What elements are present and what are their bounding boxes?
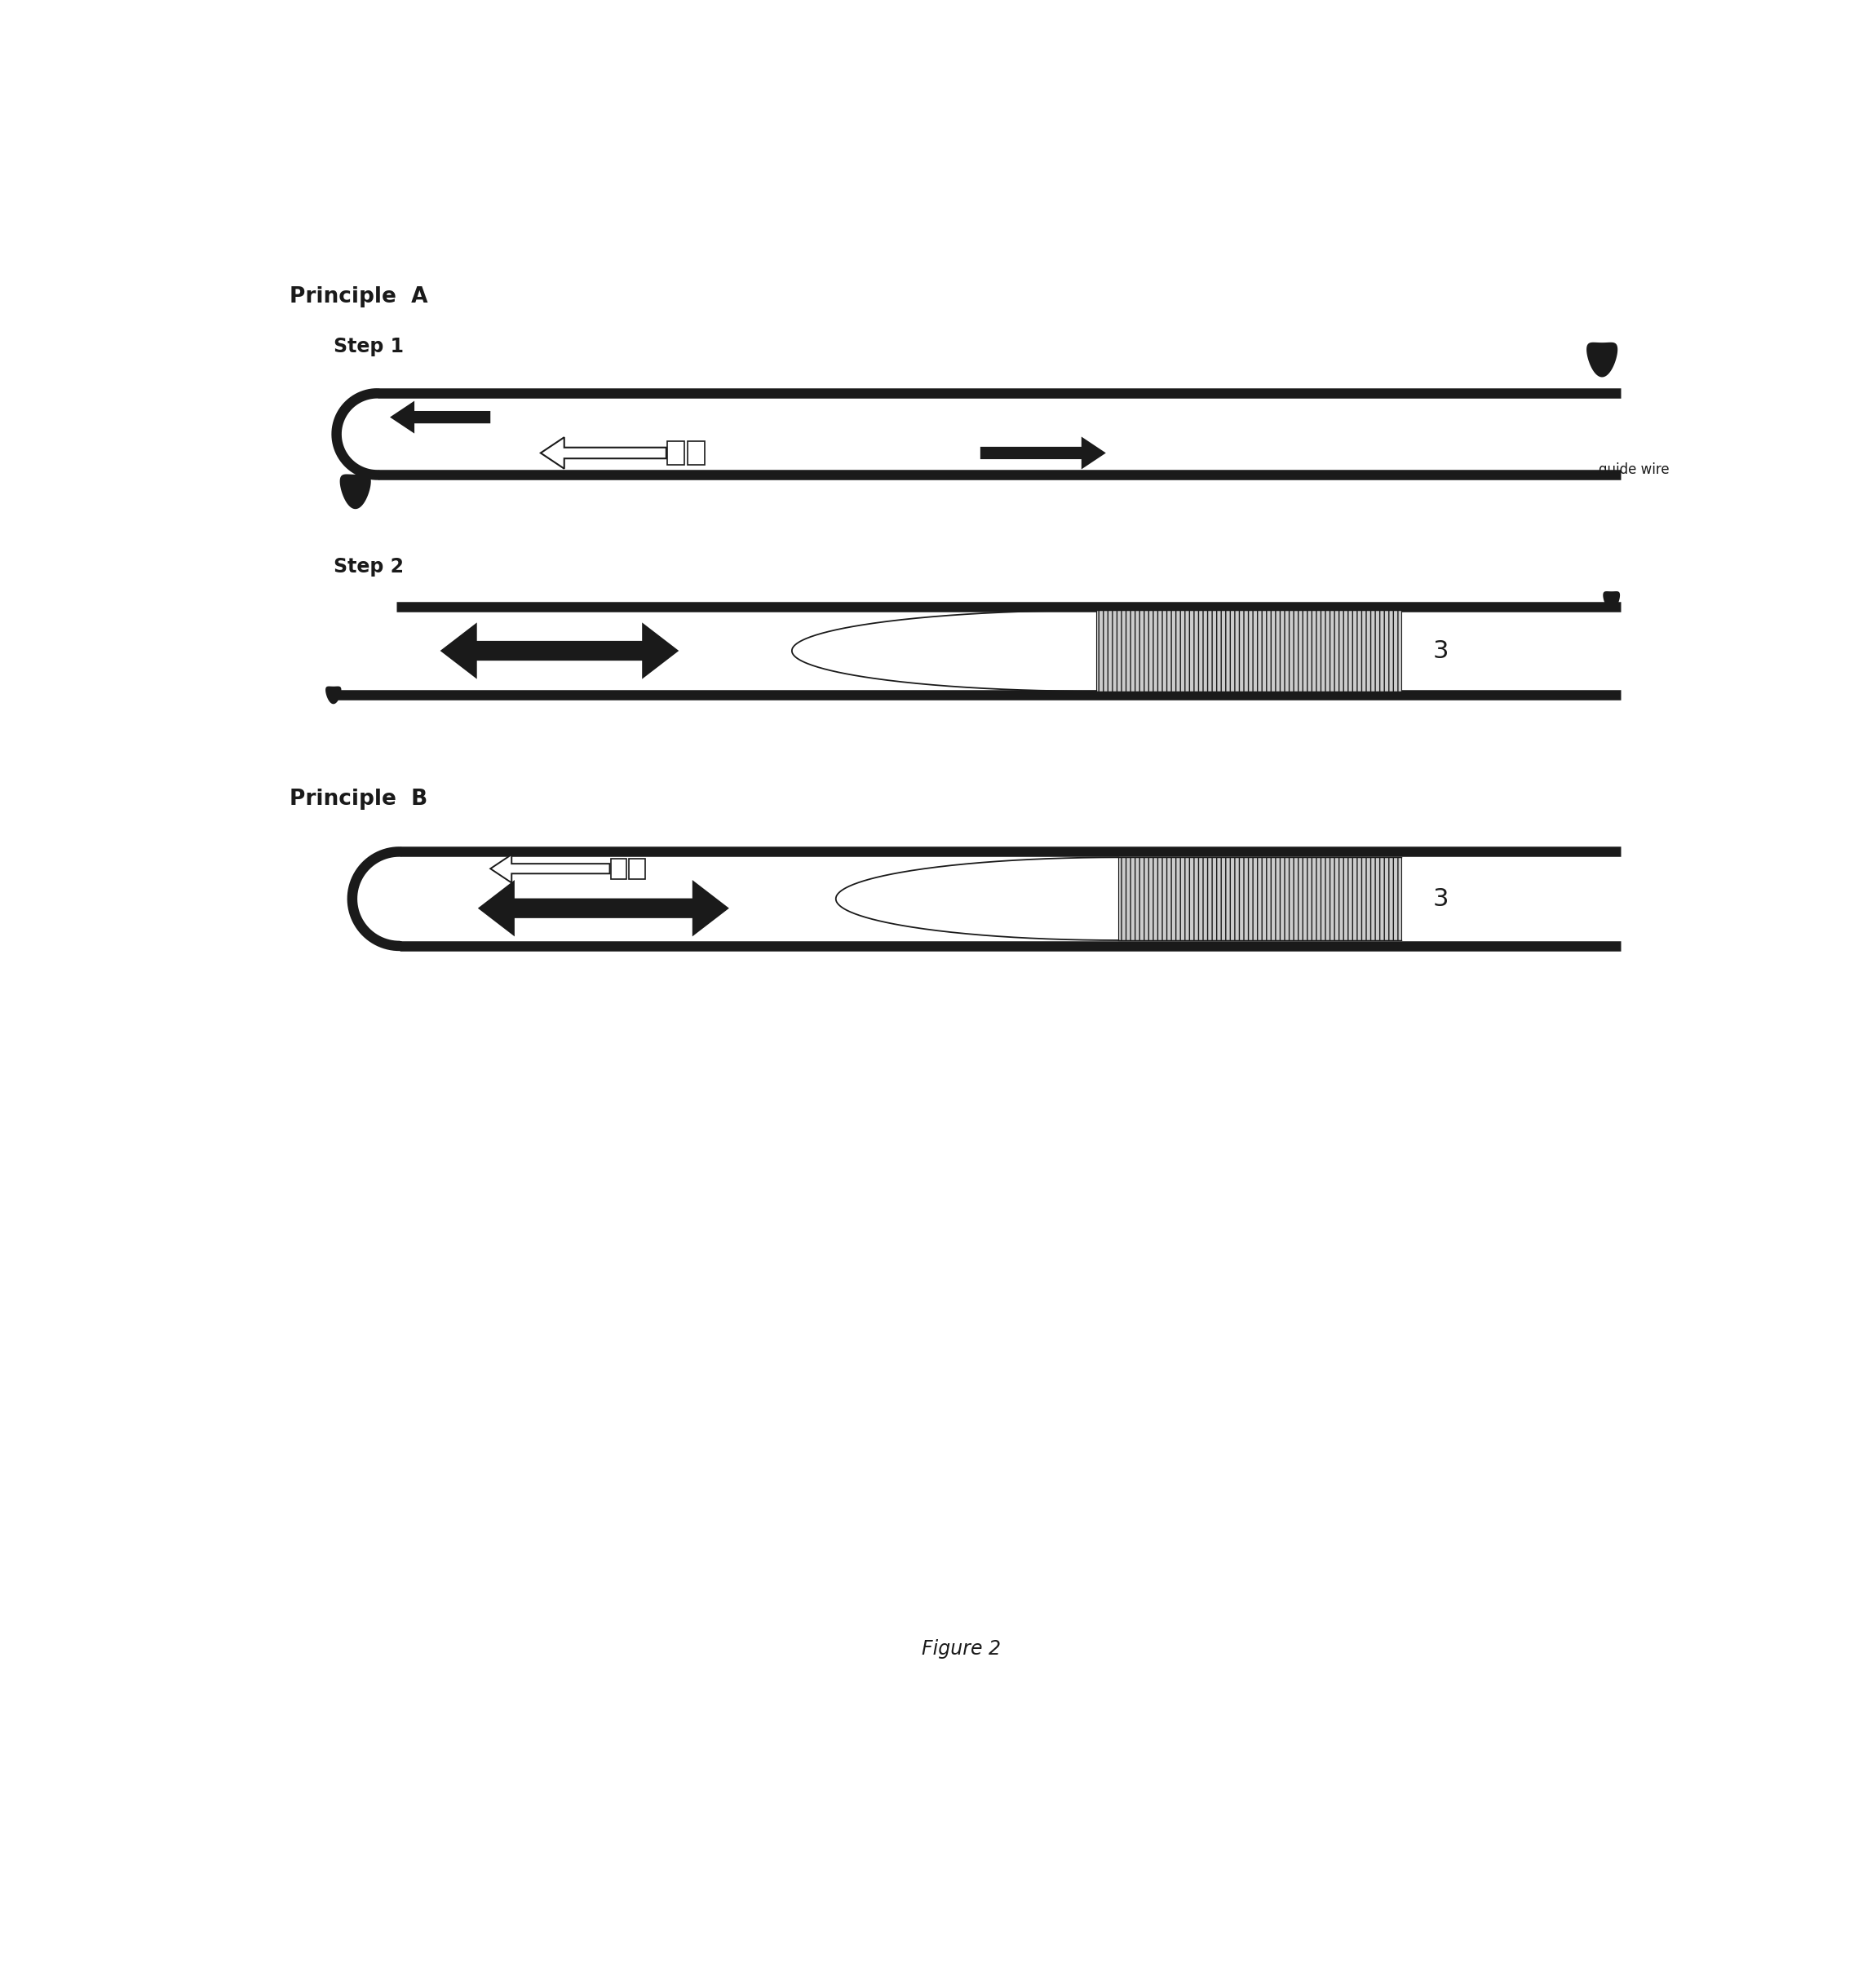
Polygon shape bbox=[981, 438, 1107, 469]
Text: Principle  A: Principle A bbox=[289, 287, 428, 307]
Text: guide wire: guide wire bbox=[1598, 463, 1670, 477]
Bar bbox=[1118, 857, 1401, 940]
Polygon shape bbox=[441, 622, 679, 679]
Text: Principle  B: Principle B bbox=[289, 788, 428, 810]
Polygon shape bbox=[340, 473, 371, 509]
Bar bbox=[353, 851, 1621, 946]
Bar bbox=[668, 442, 685, 465]
Text: 3: 3 bbox=[1433, 887, 1448, 911]
Polygon shape bbox=[353, 851, 400, 946]
Text: Step 2: Step 2 bbox=[334, 556, 403, 576]
Polygon shape bbox=[490, 855, 610, 883]
Bar bbox=[688, 442, 705, 465]
Polygon shape bbox=[540, 438, 666, 469]
Polygon shape bbox=[325, 687, 341, 705]
Polygon shape bbox=[478, 879, 730, 937]
Bar bbox=[1096, 610, 1401, 691]
Bar bbox=[612, 857, 627, 879]
Polygon shape bbox=[1587, 343, 1617, 376]
Text: Step 1: Step 1 bbox=[334, 337, 403, 356]
Polygon shape bbox=[390, 400, 490, 434]
Text: 3: 3 bbox=[1433, 640, 1448, 663]
Polygon shape bbox=[1602, 592, 1621, 610]
Text: Figure 2: Figure 2 bbox=[921, 1639, 1002, 1659]
Bar bbox=[628, 857, 645, 879]
